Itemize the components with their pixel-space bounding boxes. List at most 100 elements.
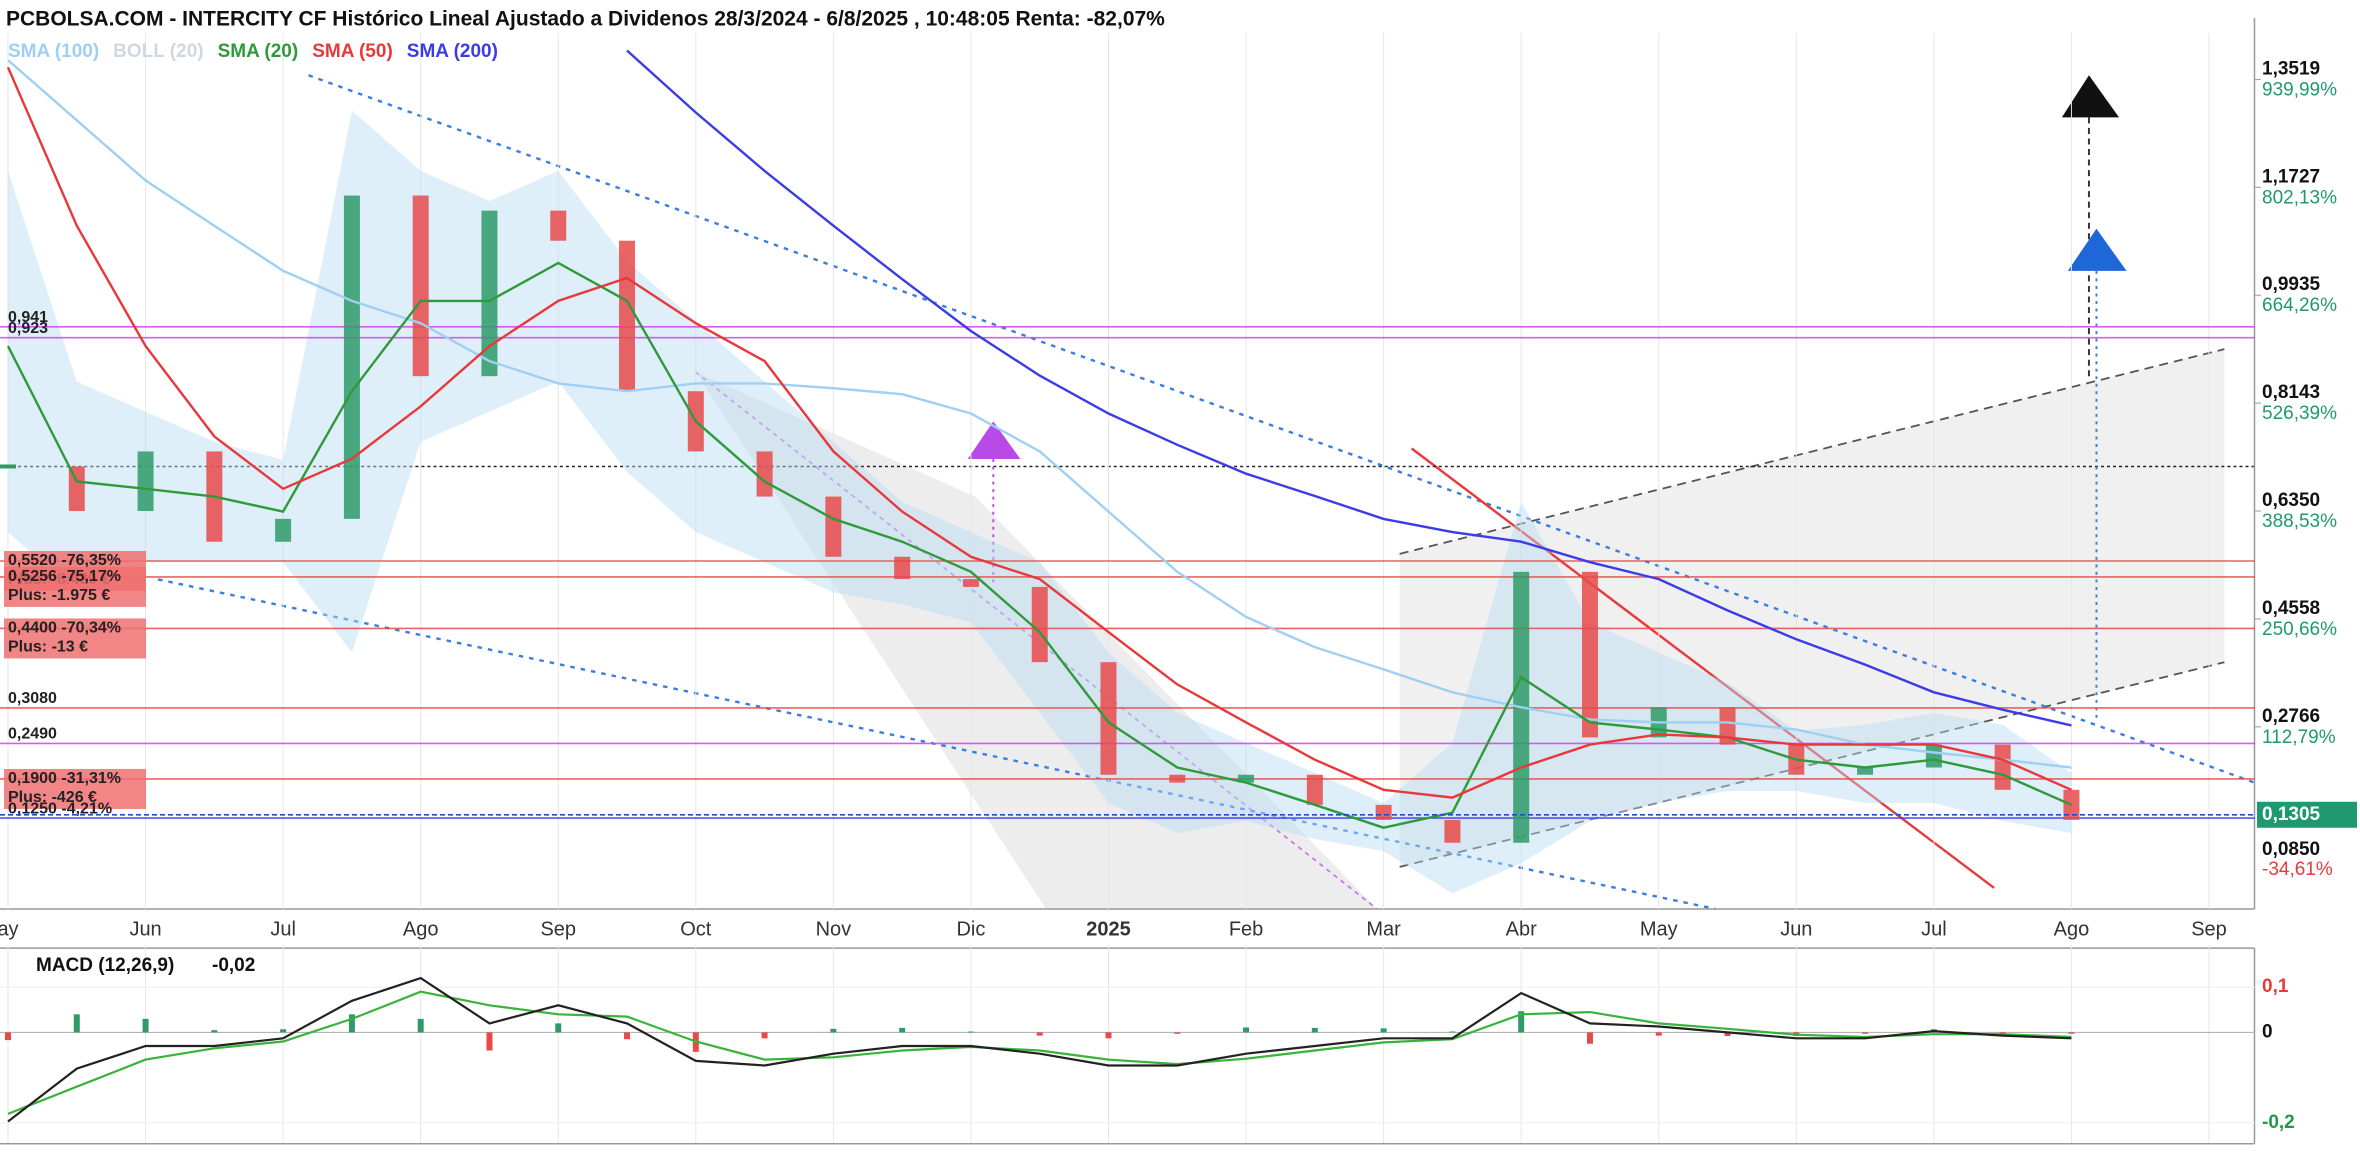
y-tick-label: 1,3519 [2262,58,2320,79]
legend-entry: SMA (50) [312,41,393,62]
macd-histogram [1449,1031,1456,1033]
level-plus: Plus: -13 € [8,639,88,656]
x-tick-label: Sep [540,918,576,940]
x-tick-label: Ago [403,918,439,940]
x-tick-label: Dic [956,918,985,940]
sma-line [626,49,2072,727]
macd-tick-label: 0 [2262,1021,2273,1042]
channel [1399,349,2225,867]
macd-histogram [761,1032,768,1039]
level-label: 0,5520 -76,35% [8,552,121,569]
chart-title: PCBOLSA.COM - INTERCITY CF Histórico Lin… [6,8,1165,31]
legend-entry: SMA (20) [218,41,299,62]
candle [962,579,979,587]
candle [412,195,429,377]
level-box [4,768,146,809]
macd-value: -0,02 [212,955,255,976]
macd-histogram [1243,1027,1250,1033]
macd-histogram [1380,1028,1387,1033]
level-box [4,618,146,659]
candle [1444,819,1461,843]
macd-histogram [211,1030,218,1033]
level-box [4,566,146,607]
macd-histogram [555,1023,562,1033]
y-tick-label: 0,4558 [2262,598,2320,619]
trend-line [157,578,1716,911]
level-label: 0,4400 -70,34% [8,620,121,637]
candle [1031,586,1048,663]
macd-histogram [1586,1032,1593,1044]
last-price-box [2257,801,2357,828]
y2-tick-label: 388,53% [2262,511,2337,532]
macd-tick-label: -0,2 [2262,1112,2295,1133]
x-tick-label: Nov [816,918,852,940]
y-tick-label: 0,6350 [2262,490,2320,511]
level-plus: Plus: -1.975 € [8,587,110,604]
candle [68,466,85,512]
x-tick-label: Oct [680,918,712,940]
macd-histogram [1105,1032,1112,1039]
candle [1581,571,1598,738]
x-tick-label: Ago [2054,918,2090,940]
level-label: 0,941 [8,309,48,326]
candle [1375,804,1392,820]
boll-band [8,110,2072,894]
candle [1994,744,2011,790]
arrow [2067,228,2127,271]
candle [481,210,498,377]
candle [825,496,842,557]
x-tick-label: Sep [2191,918,2227,940]
arrow [2061,75,2120,118]
macd-line [7,976,2072,1123]
low-label: 0,0850 [2262,839,2320,860]
x-tick-label: Jul [270,918,296,940]
y-tick-label: 1,1727 [2262,166,2320,187]
candle [275,518,292,542]
low-pct-label: -34,61% [2262,859,2333,880]
level-label: 0,923 [8,320,48,337]
candle [894,556,911,580]
y-tick-label: 0,2766 [2262,706,2320,727]
candle [137,451,154,512]
candle [1169,774,1186,783]
level-label: 0,3080 [8,690,57,707]
macd-histogram [2068,1032,2075,1034]
macd-histogram [280,1029,287,1033]
y2-tick-label: 939,99% [2262,79,2337,100]
level-label: 0,5256 -75,17% [8,568,121,585]
arrow [967,421,1021,460]
legend-entry: SMA (100) [8,41,99,62]
macd-histogram [486,1032,493,1051]
signal-line [7,990,2072,1115]
y-tick-label: 0,9935 [2262,274,2321,295]
candle [1306,774,1323,805]
macd-histogram [899,1027,906,1033]
macd-histogram [967,1031,974,1033]
candle [619,240,636,392]
y2-tick-label: 802,13% [2262,187,2337,208]
macd-histogram [73,1014,80,1033]
candle [1719,707,1736,745]
candle [1857,767,1874,775]
x-tick-label: Mar [1366,918,1401,940]
macd-histogram [1862,1032,1869,1034]
legend-entry: SMA (200) [407,41,498,62]
legend-entry: BOLL (20) [113,41,203,62]
last-price-label: 0,1305 [2262,804,2321,825]
y2-tick-label: 664,26% [2262,295,2337,316]
macd-histogram [830,1028,837,1033]
candle [1238,774,1255,783]
candle [0,464,16,469]
macd-histogram [5,1032,11,1041]
macd-histogram [1724,1032,1731,1037]
macd-histogram [1174,1032,1181,1034]
level-plus: Plus: -426 € [8,789,97,806]
macd-histogram [1311,1027,1318,1033]
y2-tick-label: 526,39% [2262,403,2337,424]
macd-histogram [348,1014,355,1033]
macd-histogram [417,1018,424,1033]
level-label: 0,1250 -4,21% [8,800,112,817]
candle [2063,789,2080,820]
trend-line [308,74,2255,784]
trend-line [1399,661,2225,868]
